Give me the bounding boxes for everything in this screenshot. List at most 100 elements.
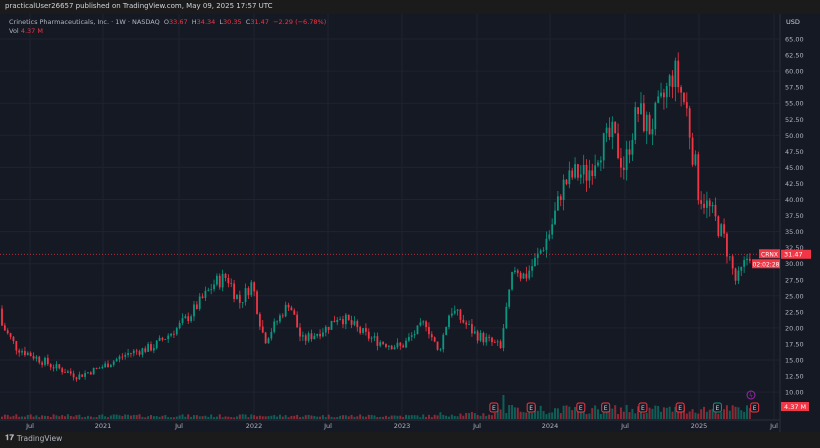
candle-body	[132, 350, 135, 354]
volume-bar	[565, 405, 568, 419]
volume-bar	[276, 416, 279, 419]
volume-bar	[576, 405, 579, 419]
volume-bar	[516, 407, 519, 419]
volume-bar	[551, 412, 554, 419]
volume-bar	[723, 409, 726, 419]
volume-bar	[542, 411, 545, 419]
candle-body	[238, 294, 241, 303]
candle-body	[697, 154, 700, 201]
volume-bar	[18, 416, 21, 419]
volume-bar	[602, 412, 605, 419]
price-tick-label: 35.00	[785, 228, 804, 236]
candle-body	[61, 368, 64, 373]
volume-bar	[61, 415, 64, 419]
volume-bar	[662, 407, 665, 419]
candle-body	[688, 108, 691, 138]
volume-bar	[198, 416, 201, 419]
candle-body	[554, 210, 556, 225]
volume-bar	[731, 405, 734, 419]
volume-bar	[554, 408, 557, 419]
volume-label: Vol	[9, 27, 19, 35]
symbol-name[interactable]: Crinetics Pharmaceuticals, Inc. · 1W · N…	[9, 18, 160, 26]
volume-bar	[594, 405, 597, 419]
candle-body	[539, 250, 542, 254]
volume-bar	[184, 416, 187, 419]
candle-body	[505, 306, 508, 329]
volume-bar	[668, 406, 671, 419]
volume-bar	[307, 414, 310, 419]
candle-body	[479, 332, 482, 341]
volume-bar	[330, 416, 333, 419]
volume-bar	[273, 415, 276, 419]
volume-bar	[439, 412, 442, 419]
candle-body	[465, 322, 468, 325]
candle-body	[574, 164, 576, 178]
candle-body	[158, 337, 161, 341]
last-price-label: 31.47	[784, 251, 803, 259]
volume-bar	[450, 414, 453, 419]
candle-body	[651, 129, 654, 135]
volume-bar	[533, 405, 536, 419]
volume-bar	[591, 408, 594, 419]
candle-body	[405, 340, 407, 348]
candle-body	[711, 204, 714, 207]
candle-body	[654, 102, 657, 130]
price-tick-label: 47.50	[785, 148, 804, 156]
close-value: 31.47	[250, 18, 269, 26]
volume-bar	[167, 417, 170, 419]
candle-body	[528, 270, 531, 279]
candle-body	[683, 92, 685, 103]
candle-body	[731, 256, 734, 269]
candle-body	[516, 270, 519, 273]
volume-bar	[35, 415, 38, 419]
candle-body	[173, 333, 175, 335]
candle-body	[534, 257, 536, 267]
time-tick-label: 2025	[691, 422, 708, 430]
candle-body	[746, 258, 748, 261]
volume-bar	[78, 414, 81, 419]
volume-bar	[407, 415, 410, 419]
volume-badge	[781, 402, 809, 411]
candle-body	[161, 337, 164, 340]
candle-body	[588, 170, 591, 181]
volume-bar	[213, 417, 216, 419]
candle-body	[502, 328, 505, 349]
candle-body	[118, 356, 121, 360]
candle-body	[740, 266, 743, 271]
candle-body	[365, 328, 367, 332]
candle-body	[691, 137, 694, 165]
volume-bar	[172, 417, 175, 419]
volume-bar	[740, 410, 743, 419]
volume-bar	[470, 411, 473, 419]
chart-pane[interactable]	[0, 14, 820, 432]
candle-body	[270, 331, 273, 339]
volume-bar	[319, 416, 322, 419]
ticker-label: CRNX	[761, 251, 778, 258]
candle-body	[167, 335, 170, 340]
candle-body	[387, 345, 390, 347]
candle-body	[428, 327, 430, 335]
volume-bar	[32, 416, 35, 419]
candle-body	[310, 333, 313, 340]
candle-body	[190, 316, 193, 322]
candle-body	[89, 372, 92, 375]
candle-body	[602, 133, 605, 161]
time-tick-label: 2022	[246, 422, 263, 430]
candle-body	[536, 253, 539, 258]
volume-bar	[132, 414, 135, 419]
volume-bar	[720, 412, 723, 419]
candle-body	[496, 341, 499, 343]
symbol-legend: Crinetics Pharmaceuticals, Inc. · 1W · N…	[9, 18, 326, 36]
candle-body	[456, 309, 459, 311]
candle-body	[112, 361, 115, 365]
candle-body	[450, 313, 453, 316]
candle-body	[227, 277, 230, 284]
candle-body	[668, 75, 671, 87]
volume-bar	[192, 415, 195, 419]
candle-body	[264, 332, 267, 344]
volume-bar	[379, 416, 382, 419]
candle-body	[617, 133, 619, 159]
candle-body	[101, 367, 104, 368]
volume-bar	[12, 415, 15, 419]
